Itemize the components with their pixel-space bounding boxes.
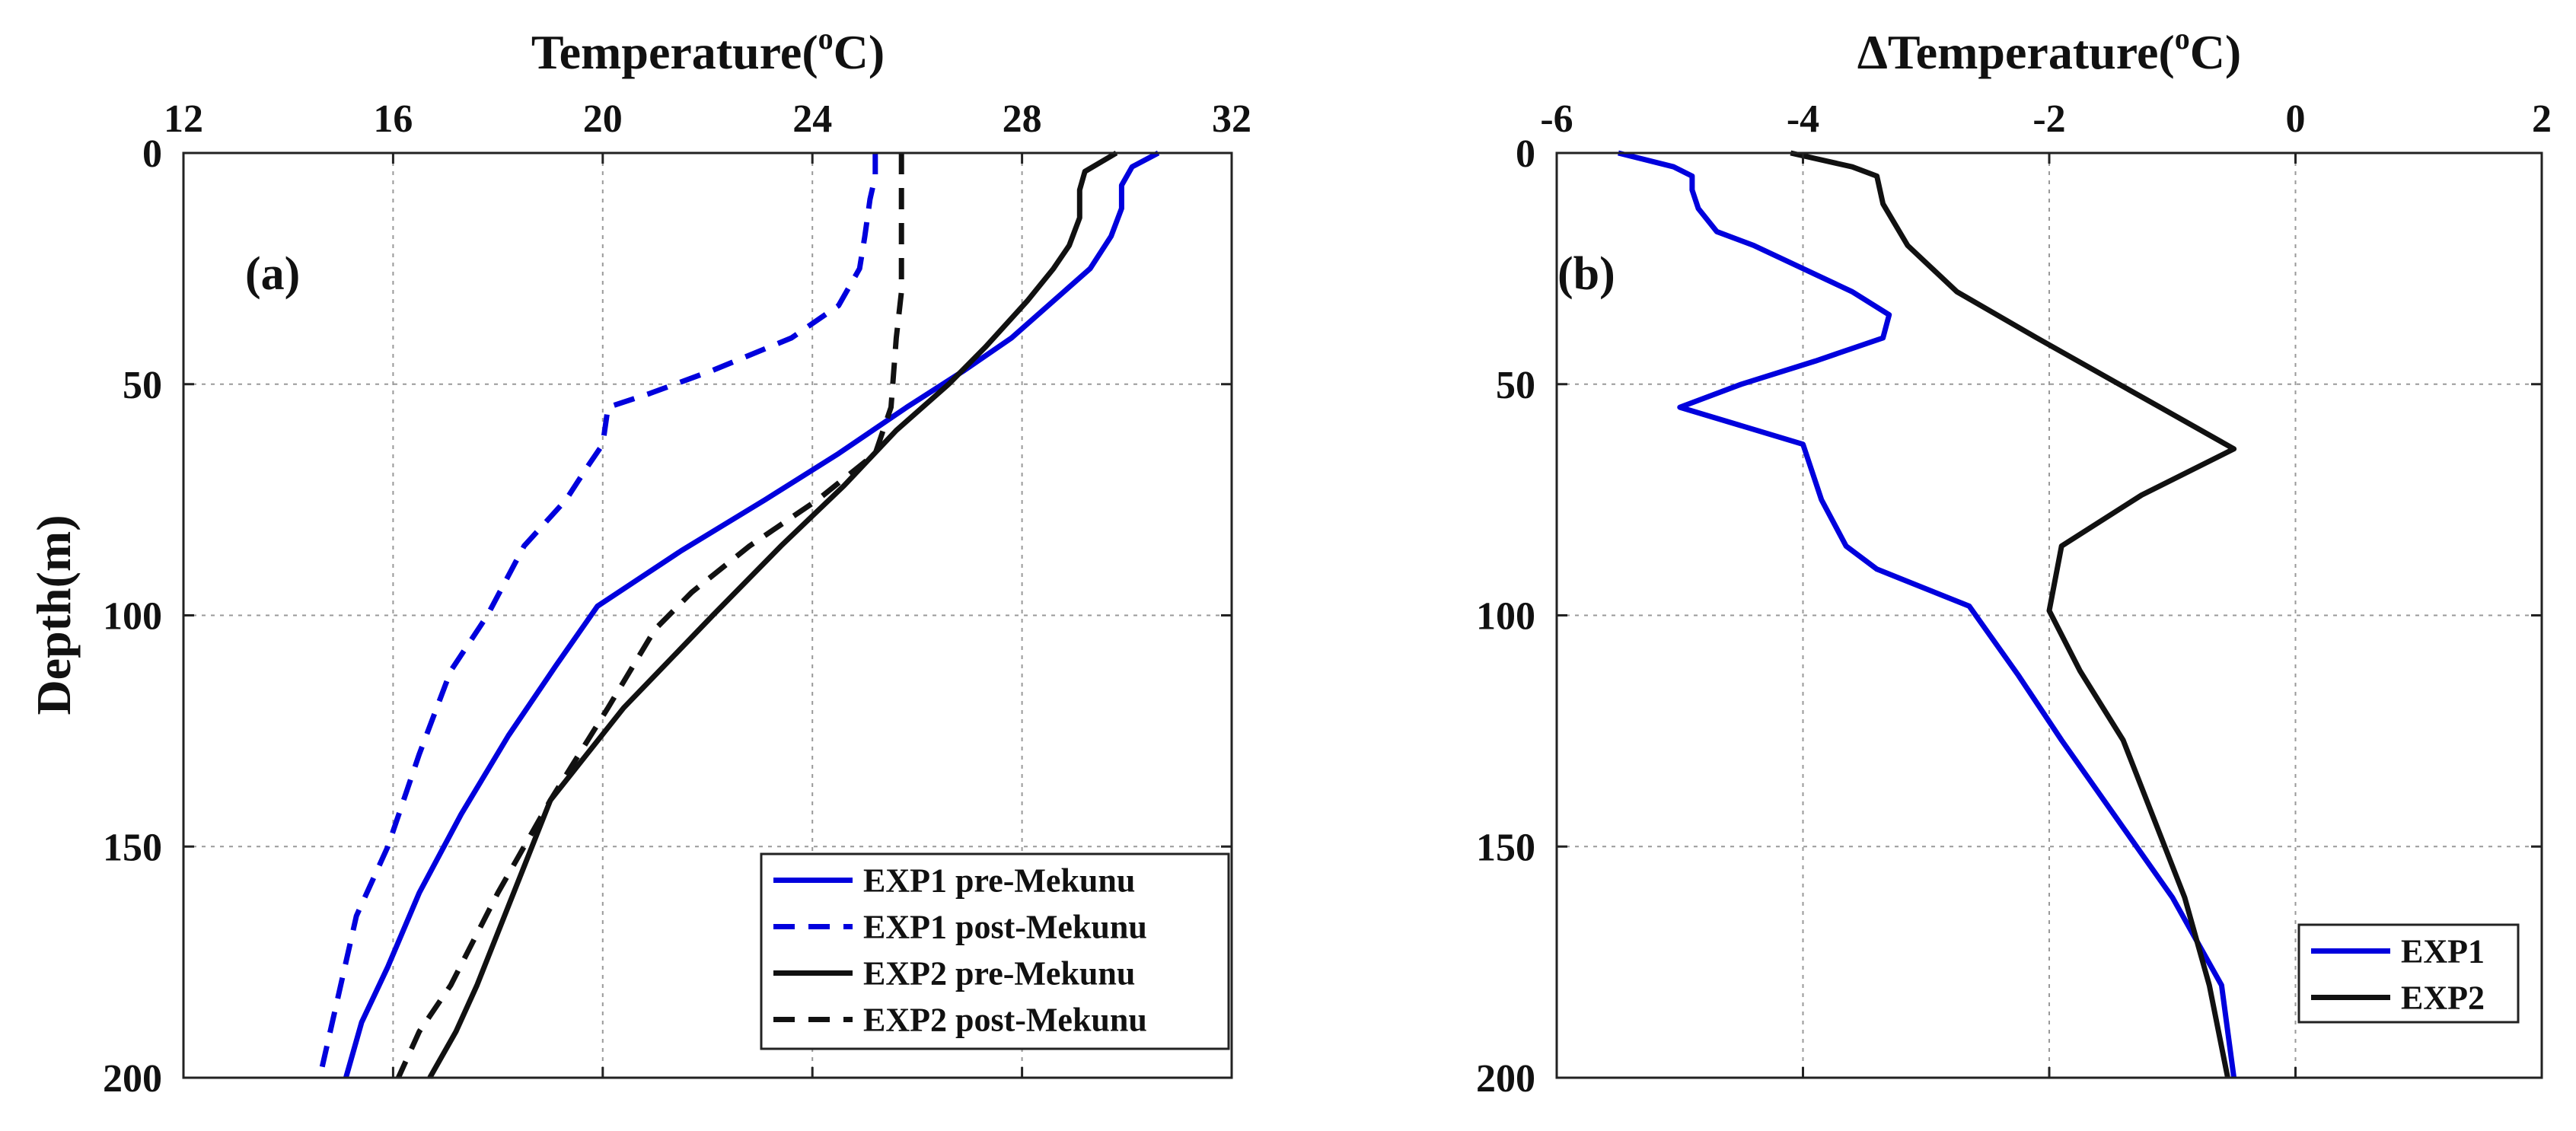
x-tick-label: 2 xyxy=(2532,97,2552,141)
y-tick-label: 50 xyxy=(1496,364,1535,407)
y-tick-label: 100 xyxy=(1476,595,1535,639)
legend-box xyxy=(760,852,1230,1050)
x-axis-title-superscript: o xyxy=(2175,21,2190,56)
series-line-exp2-post-mekunu xyxy=(396,153,904,1079)
x-tick-label: 0 xyxy=(2286,97,2306,141)
series-line-exp1-post-mekunu xyxy=(317,153,878,1078)
legend: EXP1 EXP2 xyxy=(2297,923,2520,1024)
legend-box xyxy=(2297,923,2520,1024)
x-axis-title-text: Temperature( xyxy=(531,25,818,79)
y-tick-label: 150 xyxy=(103,826,162,869)
legend-label: EXP1 xyxy=(2401,933,2485,970)
x-axis-title: Temperature(oC) xyxy=(531,21,885,79)
x-tick-label: 24 xyxy=(792,97,832,141)
panel-label: (b) xyxy=(1557,248,1615,300)
panel-label: (a) xyxy=(245,248,300,300)
x-tick-label: 28 xyxy=(1003,97,1042,141)
x-axis-title: ΔTemperature(oC) xyxy=(1857,21,2241,79)
series-line-exp2 xyxy=(1790,150,2237,1078)
x-tick-label: 32 xyxy=(1212,97,1251,141)
x-tick-label: 16 xyxy=(373,97,413,141)
x-axis-title-unit: C) xyxy=(834,25,885,79)
x-axis-title-unit: C) xyxy=(2190,25,2242,79)
y-tick-label: 200 xyxy=(103,1057,162,1101)
y-tick-label: 200 xyxy=(1476,1057,1535,1101)
x-tick-label: -2 xyxy=(2032,97,2065,141)
x-tick-label: -4 xyxy=(1787,97,1819,141)
legend-label: EXP2 xyxy=(2401,980,2485,1017)
y-axis-title: Depth(m) xyxy=(27,515,81,715)
legend-label: EXP1 post-Mekunu xyxy=(863,909,1147,946)
y-tick-label: 50 xyxy=(123,364,162,407)
y-tick-label: 0 xyxy=(1516,132,1535,176)
legend-label: EXP2 pre-Mekunu xyxy=(863,955,1135,992)
x-tick-label: 20 xyxy=(583,97,623,141)
y-tick-label: 150 xyxy=(1476,826,1535,869)
series-line-exp1 xyxy=(1618,150,2237,1078)
chart-panel-b: -6 -4 -2 0 2 0 50 100 150 200 ΔTemperature(oC) (b) E… xyxy=(1476,21,2552,1101)
chart-panel-a: 12 16 20 24 28 32 0 50 100 150 200 Temperature(oC) D… xyxy=(27,21,1251,1101)
x-tick-label: 12 xyxy=(164,97,203,141)
series-line-exp1-pre-mekunu xyxy=(343,150,1160,1078)
y-tick-label: 100 xyxy=(103,595,162,639)
legend-label: EXP2 post-Mekunu xyxy=(863,1002,1147,1039)
x-tick-label: -6 xyxy=(1540,97,1573,141)
x-axis-title-text: ΔTemperature( xyxy=(1857,25,2175,79)
x-axis-title-superscript: o xyxy=(818,21,834,56)
legend-label: EXP1 pre-Mekunu xyxy=(863,862,1135,900)
y-tick-label: 0 xyxy=(142,132,162,176)
legend: EXP1 pre-Mekunu EXP1 post-Mekunu EXP2 pre-… xyxy=(760,852,1230,1050)
series-line-exp2-pre-mekunu xyxy=(427,150,1118,1079)
